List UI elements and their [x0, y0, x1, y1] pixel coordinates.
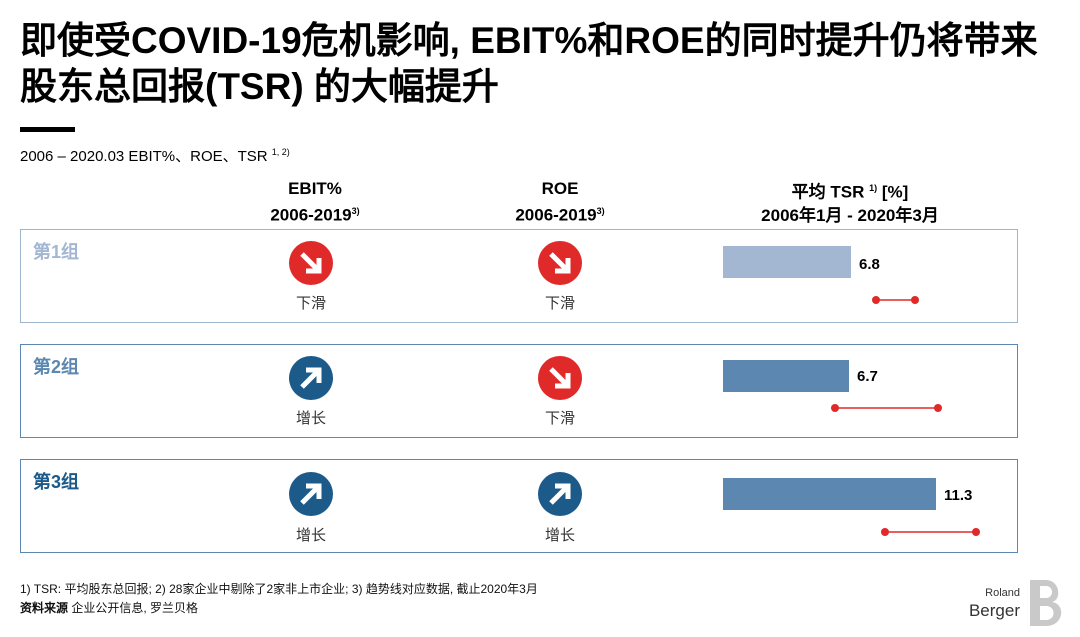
- tsr-bar-group-1: [723, 246, 851, 278]
- arrow-down-right-icon: [538, 356, 582, 400]
- tsr-bar-group-2: [723, 360, 849, 392]
- roe-trend-label: 下滑: [544, 295, 575, 312]
- range-marker-group-3: [881, 528, 980, 536]
- group-label: 第2组: [33, 357, 80, 377]
- footnote: 1) TSR: 平均股东总回报; 2) 28家企业中剔除了2家非上市企业; 3)…: [20, 582, 538, 596]
- arrow-up-right-icon: [289, 356, 333, 400]
- range-marker-group-1: [872, 296, 919, 304]
- range-marker-group-2: [831, 404, 942, 412]
- arrow-down-right-icon: [538, 241, 582, 285]
- ebit-trend-label: 增长: [295, 527, 326, 544]
- column-header-tsr: 平均 TSR 1) [%] 2006年1月 - 2020年3月: [761, 182, 939, 225]
- group-2-row: 第2组: [20, 344, 1018, 438]
- tsr-value-group-2: 6.7: [857, 368, 878, 385]
- ebit-trend-label: 下滑: [295, 295, 326, 312]
- group-1-row: 第1组: [20, 229, 1018, 323]
- tsr-value-group-1: 6.8: [859, 256, 880, 273]
- arrow-up-right-icon: [538, 472, 582, 516]
- group-label: 第1组: [33, 242, 80, 262]
- roe-trend-label: 增长: [544, 527, 575, 544]
- subtitle: 2006 – 2020.03 EBIT%、ROE、TSR 1, 2): [20, 147, 290, 165]
- column-header-ebit: EBIT% 2006-20193): [270, 179, 360, 225]
- tsr-bar-group-3: [723, 478, 936, 510]
- roe-trend-label: 下滑: [544, 410, 575, 427]
- arrow-down-right-icon: [289, 241, 333, 285]
- ebit-trend-label: 增长: [295, 410, 326, 427]
- roland-berger-logo-mark: [1030, 580, 1062, 626]
- arrow-up-right-icon: [289, 472, 333, 516]
- column-header-roe: ROE 2006-20193): [515, 179, 605, 225]
- page-title: 即使受COVID-19危机影响, EBIT%和ROE的同时提升仍将带来股东总回报…: [20, 20, 1038, 107]
- tsr-value-group-3: 11.3: [944, 487, 973, 504]
- title-underline: [20, 127, 75, 132]
- source-line: 资料来源 企业公开信息, 罗兰贝格: [20, 601, 199, 615]
- roland-berger-logo: Roland Berger: [968, 587, 1020, 620]
- group-label: 第3组: [33, 472, 80, 492]
- group-3-row: 第3组: [20, 459, 1018, 553]
